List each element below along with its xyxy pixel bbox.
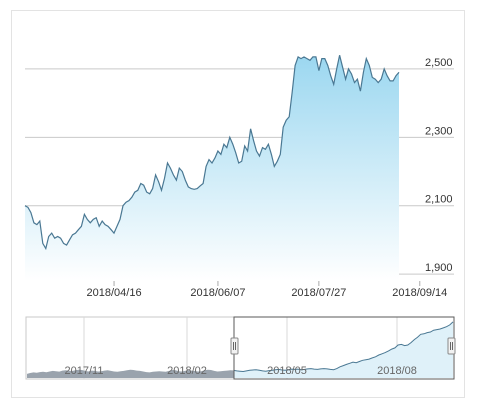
navigator-selected-area — [233, 321, 453, 378]
navigator-x-tick-label: 2018/02 — [167, 365, 207, 377]
y-tick-label: 2,300 — [425, 125, 453, 137]
navigator-x-tick-label: 2018/05 — [267, 365, 307, 377]
y-axis-ticks: 1,900 2,100 2,300 2,500 — [425, 57, 453, 274]
x-axis-ticks: 2018/04/16 2018/06/07 2018/07/27 2018/09/14 — [87, 281, 447, 299]
x-tick-label: 2018/07/27 — [291, 287, 346, 299]
navigator-x-tick-label: 2018/08 — [377, 365, 417, 377]
x-tick-label: 2018/04/16 — [87, 287, 142, 299]
y-tick-label: 1,900 — [425, 262, 453, 274]
chart-frame: 1,900 2,100 2,300 2,500 2018/04/16 2018/06/0… — [11, 10, 465, 398]
main-price-line — [24, 55, 400, 251]
navigator-right-handle[interactable] — [447, 337, 456, 355]
x-tick-label: 2018/06/07 — [190, 287, 245, 299]
navigator[interactable]: 2017/11 2018/02 2018/05 2018/08 — [25, 316, 456, 380]
x-tick-label: 2018/09/14 — [392, 287, 447, 299]
main-area-fill — [25, 55, 399, 282]
navigator-x-tick-label: 2017/11 — [65, 365, 104, 377]
navigator-unselected-area — [27, 369, 234, 378]
y-tick-label: 2,500 — [425, 57, 453, 69]
navigator-x-ticks: 2017/11 2018/02 2018/05 2018/08 — [65, 365, 417, 377]
y-tick-label: 2,100 — [425, 194, 453, 206]
navigator-left-handle[interactable] — [230, 337, 239, 355]
stock-chart: 1,900 2,100 2,300 2,500 2018/04/16 2018/06/0… — [24, 55, 456, 380]
navigator-line — [233, 321, 454, 373]
